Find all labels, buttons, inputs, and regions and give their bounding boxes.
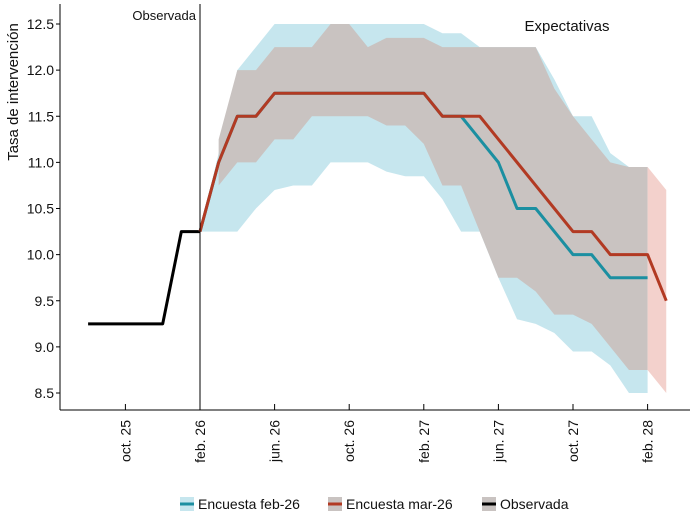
- legend-item: Observada: [482, 496, 569, 512]
- x-tick-label: oct. 27: [565, 420, 581, 462]
- legend-label: Encuesta feb-26: [198, 496, 300, 512]
- x-tick-label: oct. 25: [117, 420, 133, 462]
- y-tick-label: 8.5: [35, 385, 55, 401]
- axes: [59, 4, 690, 411]
- series-lines: [88, 91, 668, 326]
- annotation-observed: Observada: [132, 8, 196, 23]
- annotation-expectations: Expectativas: [524, 18, 609, 35]
- band-encuesta-mar-26: [218, 24, 648, 370]
- line-observada: [88, 230, 200, 326]
- y-tick-label: 11.5: [28, 108, 54, 124]
- x-tick-label: oct. 26: [341, 420, 357, 462]
- line-encuesta-mar-26: [198, 91, 668, 302]
- x-tick-label: jun. 26: [267, 420, 283, 463]
- legend: Encuesta feb-26 Encuesta mar-26 Observada: [180, 496, 569, 512]
- y-tick-label: 12.5: [27, 16, 54, 32]
- y-axis-label: Tasa de intervención: [5, 23, 22, 161]
- y-tick-label: 9.0: [35, 339, 55, 355]
- legend-label: Observada: [500, 496, 569, 512]
- x-tick-label: jun. 27: [490, 420, 506, 463]
- y-tick-label: 12.0: [27, 62, 54, 78]
- x-tick-label: feb. 27: [416, 420, 432, 463]
- y-tick-label: 9.5: [35, 293, 55, 309]
- bands: [200, 24, 667, 393]
- y-tick-label: 11.0: [28, 154, 54, 170]
- y-ticks: 8.5 9.0 9.5 10.0 10.5 11.0 11.5 12.0 12.5: [27, 16, 60, 401]
- legend-item: Encuesta feb-26: [180, 496, 300, 512]
- y-tick-label: 10.5: [27, 201, 54, 217]
- x-tick-label: feb. 28: [640, 420, 656, 463]
- legend-label: Encuesta mar-26: [346, 496, 453, 512]
- y-tick-label: 10.0: [27, 247, 54, 263]
- legend-item: Encuesta mar-26: [328, 496, 453, 512]
- x-ticks: oct. 25 feb. 26 jun. 26 oct. 26 feb. 27 jun. …: [117, 404, 656, 463]
- x-tick-label: feb. 26: [192, 420, 208, 463]
